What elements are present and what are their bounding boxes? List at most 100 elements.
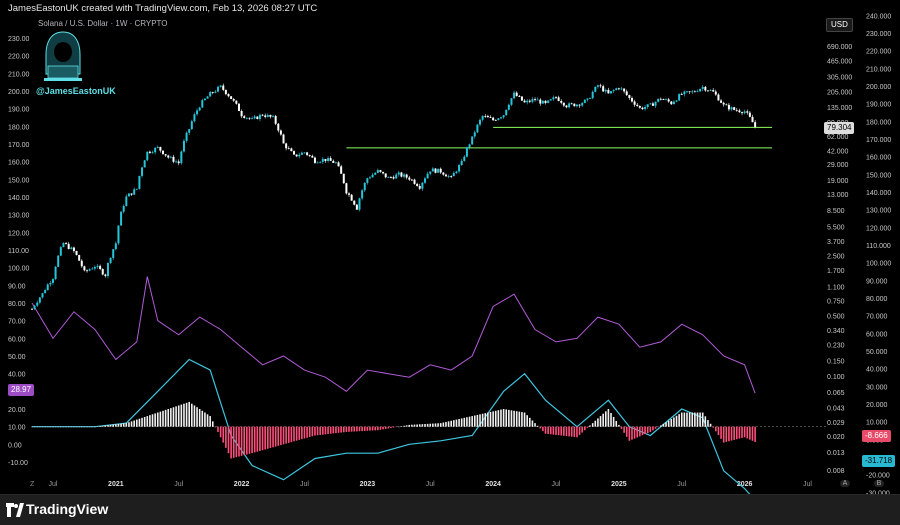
left-axis-tick: 70.00: [8, 319, 26, 326]
price-candle-body: [476, 125, 478, 133]
price-candle-body: [542, 101, 544, 104]
right-price-tick: 0.013: [827, 450, 845, 457]
price-candle-body: [311, 156, 313, 158]
histogram-bar: [319, 427, 321, 435]
price-candle-body: [581, 103, 583, 106]
price-candle-body: [170, 157, 172, 158]
histogram-bar: [752, 427, 754, 441]
price-candle-body: [306, 152, 308, 155]
histogram-bar: [293, 427, 295, 442]
price-candle-body: [81, 261, 83, 267]
histogram-bar: [327, 427, 329, 434]
histogram-bar: [403, 426, 405, 427]
histogram-bar: [280, 427, 282, 445]
price-candle-body: [188, 129, 190, 133]
x-axis-tick: 2021: [108, 481, 124, 488]
histogram-bar: [605, 411, 607, 426]
right-indicator-tick: 150.000: [866, 172, 891, 179]
histogram-bar: [636, 427, 638, 438]
right-price-tick: 465.000: [827, 59, 852, 66]
right-indicator-tick: 160.000: [866, 155, 891, 162]
left-axis-tick: 120.00: [8, 230, 30, 237]
right-price-tick: 0.043: [827, 405, 845, 412]
histogram-bar: [477, 415, 479, 427]
price-candle-body: [668, 99, 670, 101]
x-axis-tick: Jul: [300, 481, 309, 488]
right-indicator-tick: 40.000: [866, 367, 888, 374]
histogram-bar: [251, 427, 253, 454]
price-candle-body: [691, 91, 693, 92]
price-candle-body: [479, 120, 481, 125]
histogram-bar: [296, 427, 298, 441]
histogram-bar: [576, 427, 578, 438]
histogram-bar: [705, 416, 707, 426]
price-candle-body: [251, 118, 253, 119]
histogram-bar: [154, 413, 156, 426]
histogram-bar: [587, 427, 589, 428]
price-candle-body: [212, 92, 214, 93]
price-candle-body: [699, 89, 701, 91]
price-candle-body: [414, 180, 416, 184]
right-price-tick: 29.000: [827, 162, 849, 169]
brand-text: TradingView: [26, 501, 108, 517]
histogram-bar: [498, 410, 500, 426]
x-axis-tick: Jul: [677, 481, 686, 488]
price-candle-body: [309, 155, 311, 156]
histogram-bar: [262, 427, 264, 451]
histogram-bar: [275, 427, 277, 447]
price-candle-body: [209, 92, 211, 96]
price-candle-body: [241, 111, 243, 116]
price-candle-body: [332, 161, 334, 163]
price-candle-body: [450, 176, 452, 177]
histogram-bar: [668, 421, 670, 427]
histogram-bar: [398, 427, 400, 428]
right-price-tick: 0.065: [827, 390, 845, 397]
right-indicator-tick: 70.000: [866, 314, 888, 321]
histogram-bar: [89, 427, 91, 428]
right-price-tick: 135.000: [827, 105, 852, 112]
price-candle-body: [497, 118, 499, 120]
histogram-bar: [678, 414, 680, 427]
histogram-bar: [63, 427, 65, 428]
footer-z[interactable]: Z: [30, 481, 34, 488]
histogram-bar: [257, 427, 259, 452]
price-candle-body: [146, 152, 148, 161]
histogram-bar: [86, 427, 88, 428]
price-candle-body: [65, 243, 67, 244]
price-candle-body: [623, 89, 625, 92]
histogram-bar: [670, 419, 672, 427]
price-candle-body: [330, 158, 332, 161]
price-candle-body: [55, 267, 57, 279]
histogram-bar: [107, 425, 109, 426]
price-candle-body: [458, 165, 460, 171]
chart-canvas[interactable]: 230.00220.00210.00200.00190.00180.00170.…: [0, 0, 900, 494]
histogram-bar: [731, 427, 733, 441]
right-indicator-tick: 100.000: [866, 261, 891, 268]
histogram-bar: [416, 424, 418, 426]
price-candle-body: [319, 162, 321, 163]
right-price-tick: 0.500: [827, 314, 845, 321]
histogram-bar: [435, 423, 437, 426]
price-candle-body: [534, 99, 536, 100]
price-candle-body: [256, 117, 258, 119]
price-candle-body: [76, 251, 78, 255]
right-indicator-tick: 140.000: [866, 190, 891, 197]
price-candle-body: [102, 269, 104, 275]
price-candle-body: [214, 92, 216, 93]
price-candle-body: [510, 98, 512, 105]
histogram-bar: [149, 415, 151, 426]
histogram-bar: [749, 427, 751, 440]
auto-scale-button[interactable]: A: [840, 480, 850, 487]
price-candle-body: [207, 97, 209, 99]
price-candle-body: [374, 173, 376, 175]
left-axis-tick: 160.00: [8, 160, 30, 167]
histogram-bar: [42, 427, 44, 428]
log-scale-button[interactable]: B: [874, 480, 884, 487]
currency-button[interactable]: USD: [826, 18, 853, 32]
x-axis-tick: 2022: [234, 481, 250, 488]
histogram-bar: [330, 427, 332, 434]
price-candle-body: [196, 110, 198, 114]
histogram-bar: [157, 413, 159, 427]
histogram-bar: [57, 427, 59, 428]
histogram-bar: [215, 427, 217, 428]
